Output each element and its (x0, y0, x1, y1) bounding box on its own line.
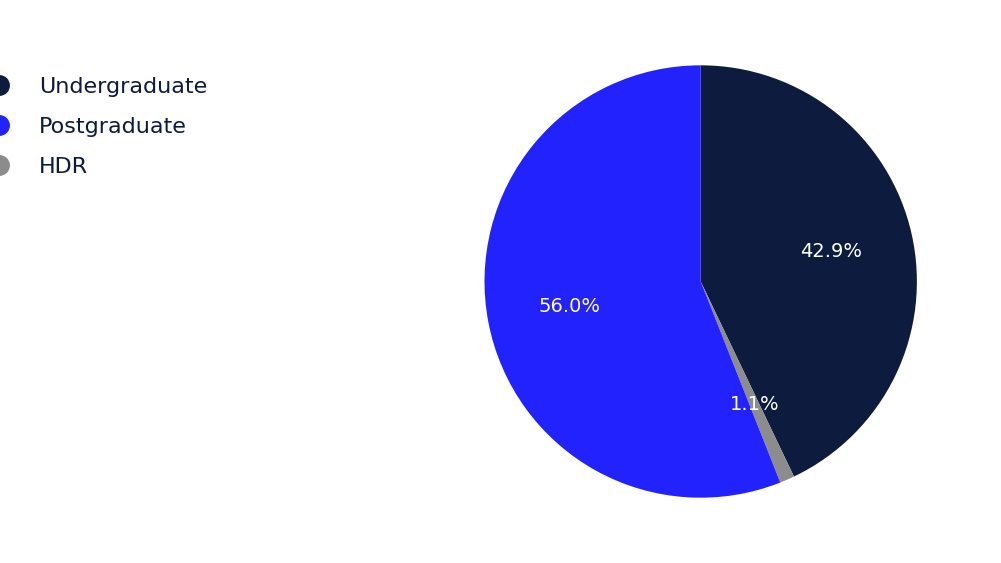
Wedge shape (701, 282, 794, 482)
Text: 42.9%: 42.9% (801, 242, 863, 261)
Text: 1.1%: 1.1% (730, 395, 779, 414)
Text: 56.0%: 56.0% (538, 297, 600, 316)
Legend: Undergraduate, Postgraduate, HDR: Undergraduate, Postgraduate, HDR (0, 66, 218, 188)
Wedge shape (701, 65, 917, 476)
Wedge shape (484, 65, 781, 498)
